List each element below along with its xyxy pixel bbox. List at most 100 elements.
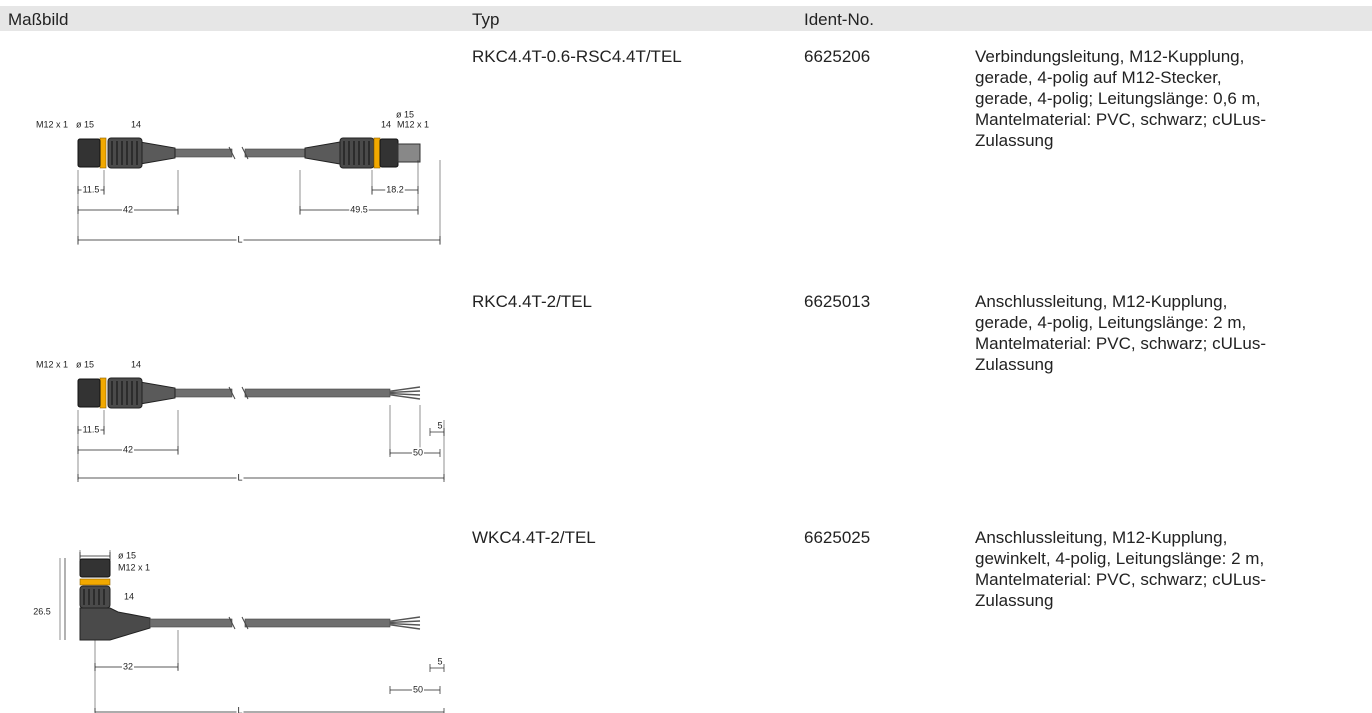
header-band	[0, 6, 1372, 31]
label-bg	[379, 119, 393, 130]
label-bg	[123, 591, 136, 602]
cable	[244, 148, 306, 158]
label-bg	[81, 424, 101, 435]
description-line: Mantelmaterial: PVC, schwarz; cULus-	[975, 334, 1266, 353]
cable	[244, 388, 391, 398]
label-bg	[75, 359, 96, 370]
break-mark	[241, 616, 249, 630]
dimension-label: 14	[381, 119, 391, 129]
dimension-label: M12 x 1	[36, 119, 68, 129]
wire	[389, 392, 421, 396]
dimension-label: 5	[437, 420, 442, 430]
label-bg	[75, 119, 96, 130]
label-bg	[121, 204, 135, 215]
dimension-label: 42	[123, 444, 133, 454]
wire	[389, 386, 421, 392]
dimension-label: L	[237, 472, 242, 482]
wire	[389, 624, 421, 630]
dimension-label: 18.2	[386, 184, 404, 194]
dimension-label: M12 x 1	[118, 562, 150, 572]
label-bg	[236, 705, 244, 713]
description-line: Mantelmaterial: PVC, schwarz; cULus-	[975, 570, 1266, 589]
dimension-label: M12 x 1	[36, 359, 68, 369]
type-cell: WKC4.4T-2/TEL	[472, 528, 596, 547]
description-line: Anschlussleitung, M12-Kupplung,	[975, 528, 1228, 547]
label-bg	[81, 184, 101, 195]
dimension-label: ø 15	[76, 119, 94, 129]
header-ident: Ident-No.	[804, 10, 874, 29]
description-line: gerade, 4-polig; Leitungslänge: 0,6 m,	[975, 89, 1261, 108]
ident-cell: 6625025	[804, 528, 871, 547]
break-mark	[228, 616, 236, 630]
yellow-ring	[99, 137, 107, 169]
label-bg	[236, 234, 244, 245]
break-mark	[228, 386, 236, 400]
ident-cell: 6625013	[804, 292, 871, 311]
coupling-nut	[379, 138, 399, 168]
dimension-label: ø 15	[118, 550, 136, 560]
dimension-label: L	[237, 705, 242, 713]
label-bg	[121, 444, 135, 455]
label-bg	[117, 562, 152, 573]
description-line: gewinkelt, 4-polig, Leitungslänge: 2 m,	[975, 549, 1265, 568]
label-bg	[130, 119, 143, 130]
taper	[139, 381, 176, 405]
type-cell: RKC4.4T-0.6-RSC4.4T/TEL	[472, 47, 682, 66]
description-line: Verbindungsleitung, M12-Kupplung,	[975, 47, 1245, 66]
dimension-label: 14	[124, 591, 134, 601]
dimension-label: M12 x 1	[397, 119, 429, 129]
description-line: Anschlussleitung, M12-Kupplung,	[975, 292, 1228, 311]
wire	[389, 620, 421, 624]
yellow-ring	[373, 137, 381, 169]
header-type: Typ	[472, 10, 500, 29]
label-bg	[130, 359, 143, 370]
dimension-label: 26.5	[33, 606, 51, 616]
type-cell: RKC4.4T-2/TEL	[472, 292, 592, 311]
dimension-label: ø 15	[76, 359, 94, 369]
break-mark	[241, 386, 249, 400]
cable	[169, 388, 233, 398]
label-bg	[394, 109, 416, 120]
dimension-label: 11.5	[83, 424, 100, 434]
label-bg	[349, 204, 369, 215]
label-bg	[117, 550, 138, 561]
label-bg	[34, 119, 70, 130]
taper	[304, 141, 341, 165]
coupling-nut	[79, 558, 111, 578]
wire	[389, 390, 421, 394]
thread	[397, 143, 421, 163]
ident-cell: 6625206	[804, 47, 871, 66]
label-bg	[34, 359, 70, 370]
coupling-nut	[77, 138, 101, 168]
cable	[244, 618, 391, 628]
dimension-label: 14	[131, 119, 141, 129]
dimension-label: 32	[123, 661, 133, 671]
label-bg	[121, 661, 135, 672]
cable	[169, 148, 233, 158]
dimension-label: 14	[131, 359, 141, 369]
dimension-label: 42	[123, 204, 133, 214]
description-line: gerade, 4-polig auf M12-Stecker,	[975, 68, 1222, 87]
dimension-label: L	[237, 234, 242, 244]
label-bg	[411, 684, 425, 695]
description-line: gerade, 4-polig, Leitungslänge: 2 m,	[975, 313, 1247, 332]
description-line: Zulassung	[975, 591, 1054, 610]
label-bg	[385, 184, 405, 195]
taper	[139, 141, 176, 165]
label-bg	[411, 447, 425, 458]
coupling-nut	[77, 378, 101, 408]
label-bg	[395, 119, 431, 130]
dimension-label: 50	[413, 684, 423, 694]
break-mark	[228, 146, 236, 160]
label-bg	[32, 606, 52, 617]
description-line: Zulassung	[975, 131, 1054, 150]
dimension-label: ø 15	[396, 109, 414, 119]
description-line: Mantelmaterial: PVC, schwarz; cULus-	[975, 110, 1266, 129]
dimension-label: 49.5	[350, 204, 368, 214]
break-mark	[241, 146, 249, 160]
dimension-label: 50	[413, 447, 423, 457]
yellow-ring	[79, 578, 111, 586]
wire	[389, 394, 421, 400]
label-bg	[436, 656, 444, 667]
